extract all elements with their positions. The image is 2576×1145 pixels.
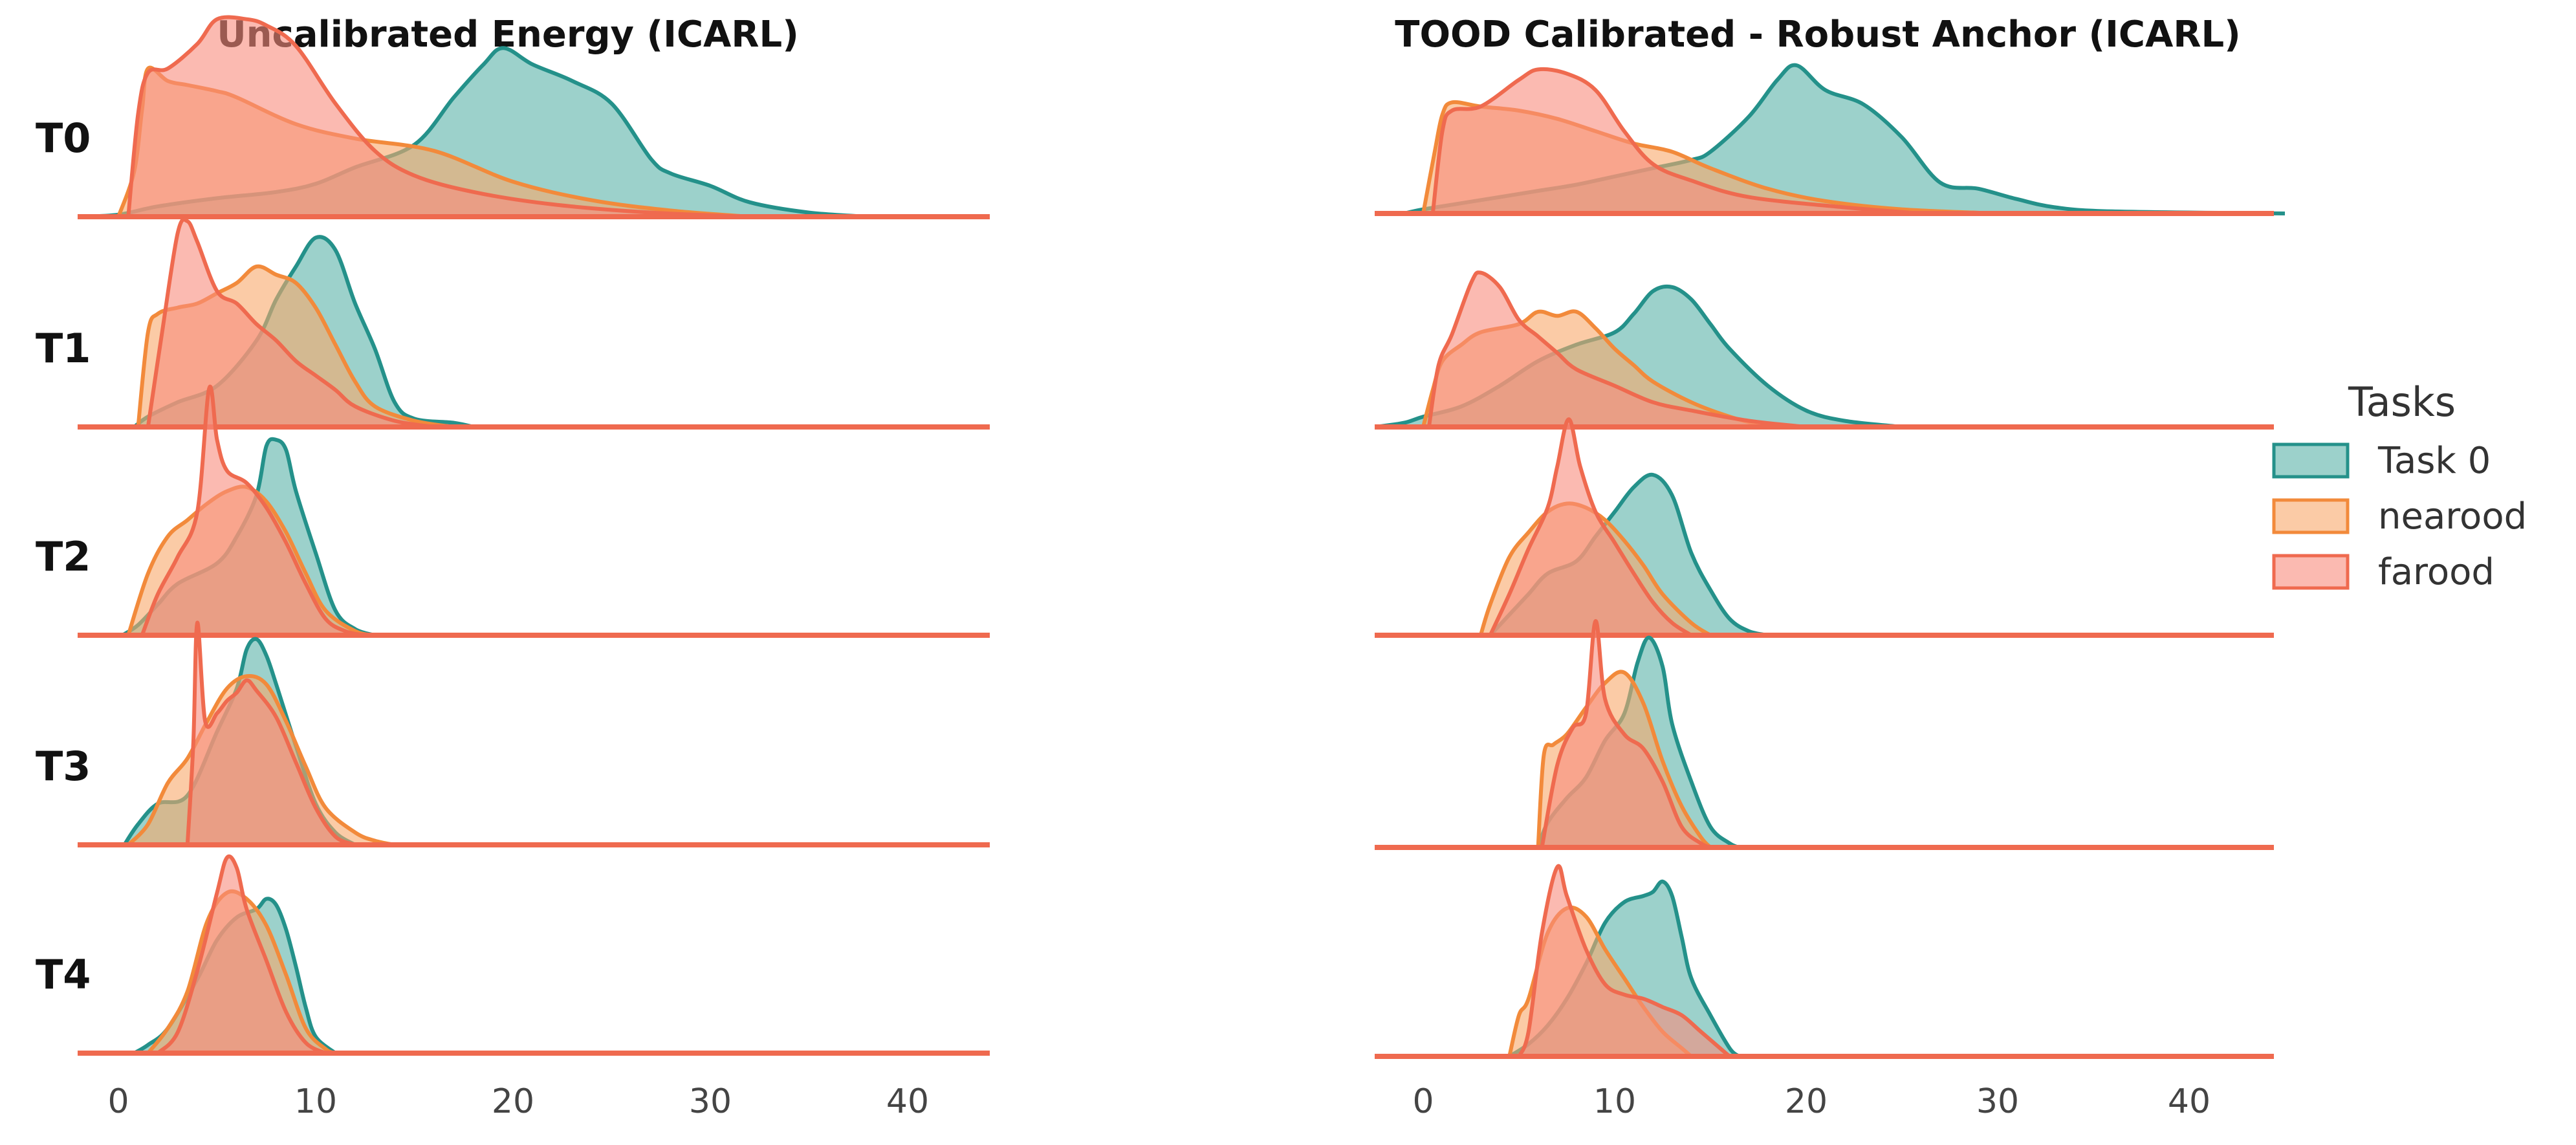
density-area-farood (1432, 69, 1921, 213)
x-tick-label: 40 (886, 1082, 929, 1121)
ridge-row-0: T0 (36, 15, 990, 219)
density-line-farood (1430, 67, 1921, 215)
density-area-farood (1428, 272, 1806, 427)
density-line-nearood (136, 264, 454, 429)
density-area-farood (158, 856, 326, 1053)
density-line-farood (146, 217, 435, 429)
row-label: T1 (36, 325, 91, 372)
legend: Tasks Task 0 nearood farood (2272, 378, 2527, 593)
density-area-farood (128, 17, 750, 217)
legend-label: Task 0 (2377, 440, 2491, 482)
x-tick-label: 10 (294, 1082, 337, 1121)
density-line-nearood (127, 673, 395, 847)
ridge-row-1: T1 (36, 217, 990, 430)
density-line-farood (1517, 864, 1731, 1058)
density-line-farood (185, 620, 356, 847)
density-line-farood (1426, 270, 1807, 429)
legend-swatch (2272, 442, 2350, 479)
density-line-farood (140, 384, 366, 637)
x-tick-label: 30 (1976, 1082, 2019, 1121)
ridge-row-3: T3 (36, 620, 990, 847)
density-area-farood (142, 386, 366, 635)
x-tick-label: 0 (107, 1082, 129, 1121)
density-area-farood (187, 622, 355, 845)
row-label: T2 (36, 533, 91, 580)
density-line-nearood (1536, 670, 1712, 849)
density-line-farood (1488, 417, 1693, 637)
density-line-farood (126, 15, 750, 219)
legend-title: Tasks (2348, 378, 2456, 426)
density-line-farood (156, 854, 327, 1055)
x-tick-label: 40 (2168, 1082, 2210, 1121)
density-line-nearood (146, 889, 336, 1055)
x-tick-label: 30 (689, 1082, 732, 1121)
row-label: T3 (36, 743, 91, 790)
legend-label: farood (2378, 551, 2494, 593)
ridge-row-4: T4 (36, 854, 990, 1056)
ridge-row-3 (1375, 619, 2274, 850)
x-tick-label: 20 (492, 1082, 534, 1121)
panel-1: TOOD Calibrated - Robust Anchor (ICARL) 0… (1375, 14, 2286, 1121)
density-area-farood (147, 219, 435, 427)
row-label: T4 (36, 951, 91, 998)
legend-label: nearood (2378, 496, 2527, 538)
density-line-farood (1540, 619, 1712, 849)
ridge-row-4 (1375, 864, 2274, 1059)
ridge-row-2 (1375, 417, 2274, 638)
x-tick-label: 0 (1412, 1082, 1434, 1121)
legend-swatch (2272, 498, 2350, 534)
ridge-row-0 (1375, 63, 2286, 216)
x-tick-label: 20 (1785, 1082, 1828, 1121)
panel-title: TOOD Calibrated - Robust Anchor (ICARL) (1395, 14, 2241, 56)
ridge-row-2: T2 (36, 384, 990, 638)
density-area-farood (1542, 621, 1710, 847)
x-tick-label: 10 (1593, 1082, 1636, 1121)
density-area-farood (1490, 419, 1692, 635)
legend-swatch (2272, 554, 2350, 590)
ridge-row-1 (1375, 270, 2274, 430)
row-label: T0 (36, 114, 91, 162)
